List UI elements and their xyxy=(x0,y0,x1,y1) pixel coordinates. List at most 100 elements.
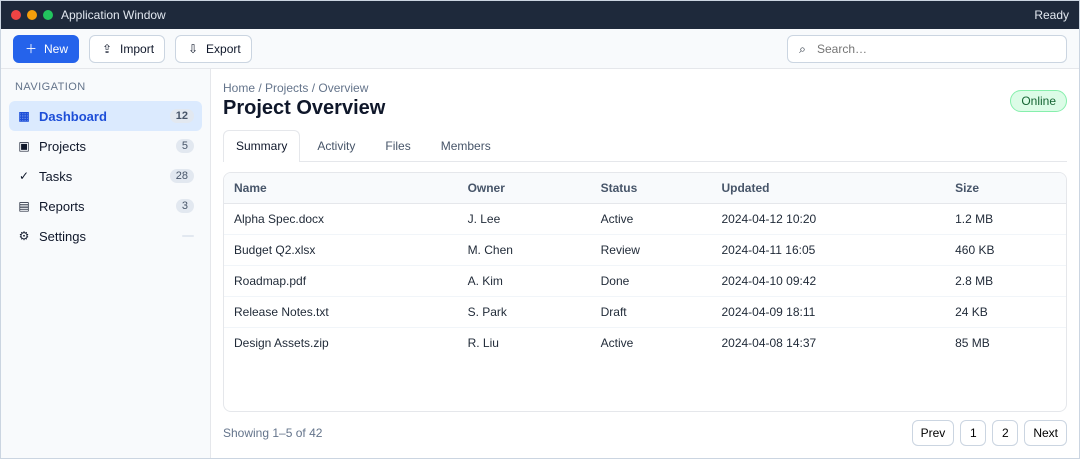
sidebar-item-count: 5 xyxy=(175,139,194,153)
minimize-window-button[interactable] xyxy=(27,10,37,20)
table-cell: Active xyxy=(600,336,634,350)
sidebar-item-label: Tasks xyxy=(39,168,73,184)
sidebar-item-count: 28 xyxy=(169,169,194,183)
tab-summary[interactable]: Summary xyxy=(223,130,301,162)
data-table: Name Owner Status Updated Size Alpha Spe… xyxy=(224,173,1066,358)
table-cell: J. Lee xyxy=(457,203,591,235)
table-row[interactable]: Design Assets.zip R. Liu Active 2024-04-… xyxy=(224,328,1066,359)
download-icon: ⇩ xyxy=(188,41,199,56)
table-header[interactable]: Status xyxy=(590,173,712,204)
table-cell: R. Liu xyxy=(467,336,499,350)
table-cell: Review xyxy=(590,234,712,266)
sidebar-item-count: 3 xyxy=(175,199,194,213)
table-header[interactable]: Updated xyxy=(711,173,946,204)
table-body: Alpha Spec.docx J. Lee Active 2024-04-12… xyxy=(224,203,1066,359)
table-cell: A. Kim xyxy=(457,265,591,297)
sidebar-item-count xyxy=(182,235,194,237)
tab-members[interactable]: Members xyxy=(440,139,491,153)
table-header-row: Name Owner Status Updated Size xyxy=(224,173,1066,204)
import-button[interactable]: ⇪ Import xyxy=(89,34,166,63)
gear-icon: ⚙ xyxy=(18,229,30,243)
table-container: Name Owner Status Updated Size Alpha Spe… xyxy=(223,172,1067,412)
table-row[interactable]: Release Notes.txt S. Park Draft 2024-04-… xyxy=(224,296,1066,328)
table-head: Name Owner Status Updated Size xyxy=(224,173,1066,204)
next-page-button[interactable]: Next xyxy=(1024,420,1067,446)
pagination-info: Showing 1–5 of 42 xyxy=(223,426,323,440)
sidebar-item-tasks[interactable]: ✓ Tasks 28 xyxy=(9,161,202,191)
app-body: Navigation ▦ Dashboard 12 ▣ Projects 5 ✓… xyxy=(1,69,1079,458)
check-icon: ✓ xyxy=(18,169,30,183)
close-window-button[interactable] xyxy=(11,10,21,20)
table-cell: Done xyxy=(590,265,712,297)
table-cell: Alpha Spec.docx xyxy=(224,203,458,235)
import-button-label: Import xyxy=(120,41,155,56)
page-title: Project Overview xyxy=(223,97,386,119)
sidebar-title: Navigation xyxy=(15,81,86,93)
table-header[interactable]: Name xyxy=(224,173,458,204)
window-status: Ready xyxy=(1034,8,1069,22)
page-2-button[interactable]: 2 xyxy=(992,420,1019,446)
table-row[interactable]: Budget Q2.xlsx M. Chen Review 2024-04-11… xyxy=(224,234,1066,266)
search-input[interactable] xyxy=(814,40,1058,57)
table-cell: 24 KB xyxy=(945,296,1066,328)
sidebar-item-reports[interactable]: ▤ Reports 3 xyxy=(9,191,202,221)
upload-icon: ⇪ xyxy=(101,41,113,56)
table-cell: Active xyxy=(590,203,712,235)
window-title: Application Window xyxy=(61,8,166,22)
table-cell: 2024-04-11 16:05 xyxy=(711,234,946,266)
table-cell: 2024-04-12 10:20 xyxy=(711,203,946,235)
sidebar-item-label: Dashboard xyxy=(39,108,107,124)
export-button[interactable]: ⇩ Export xyxy=(175,34,252,63)
plus-icon: ＋ xyxy=(24,41,37,56)
table-cell: 2024-04-10 09:42 xyxy=(711,265,946,297)
sidebar-item-projects[interactable]: ▣ Projects 5 xyxy=(9,131,202,161)
window-controls xyxy=(11,10,53,20)
table-cell: 460 KB xyxy=(945,234,1066,266)
export-button-label: Export xyxy=(206,41,241,56)
header-row: Home / Projects / Overview Project Overv… xyxy=(223,81,1067,120)
title-left: Application Window xyxy=(11,8,166,22)
page-1-button[interactable]: 1 xyxy=(960,420,987,446)
table-cell: 85 MB xyxy=(955,336,990,350)
sidebar: Navigation ▦ Dashboard 12 ▣ Projects 5 ✓… xyxy=(1,69,211,458)
pagination: Prev 1 2 Next xyxy=(911,420,1067,446)
content-area: Name Owner Status Updated Size Alpha Spe… xyxy=(223,172,1067,446)
table-cell: Roadmap.pdf xyxy=(224,265,458,297)
toolbar: ＋ New ⇪ Import ⇩ Export ⌕ xyxy=(1,29,1079,69)
table-row[interactable]: Alpha Spec.docx J. Lee Active 2024-04-12… xyxy=(224,203,1066,235)
table-cell: 2.8 MB xyxy=(945,265,1066,297)
grid-icon: ▦ xyxy=(18,109,30,123)
sidebar-item-label: Projects xyxy=(39,138,86,154)
tab-activity[interactable]: Activity xyxy=(317,139,356,153)
table-row[interactable]: Roadmap.pdf A. Kim Done 2024-04-10 09:42… xyxy=(224,265,1066,297)
prev-page-button[interactable]: Prev xyxy=(911,420,955,446)
table-footer: Showing 1–5 of 42 Prev 1 2 Next xyxy=(223,420,1067,446)
folder-icon: ▣ xyxy=(18,139,30,153)
sidebar-item-dashboard[interactable]: ▦ Dashboard 12 xyxy=(9,101,202,131)
table-cell: 2024-04-08 14:37 xyxy=(721,336,817,350)
chart-icon: ▤ xyxy=(18,199,30,213)
title-right: Ready xyxy=(1034,8,1069,22)
search-icon: ⌕ xyxy=(799,41,806,56)
tab-files[interactable]: Files xyxy=(385,139,411,153)
table-cell: Budget Q2.xlsx xyxy=(224,234,458,266)
table-cell: Release Notes.txt xyxy=(224,296,458,328)
table-cell: 2024-04-09 18:11 xyxy=(711,296,946,328)
maximize-window-button[interactable] xyxy=(43,10,53,20)
sidebar-item-settings[interactable]: ⚙ Settings xyxy=(9,221,202,251)
sidebar-item-count: 12 xyxy=(169,109,194,123)
search-box[interactable]: ⌕ xyxy=(787,34,1067,63)
table-cell: Design Assets.zip xyxy=(234,336,329,350)
table-cell: 1.2 MB xyxy=(945,203,1066,235)
table-header[interactable]: Size xyxy=(945,173,1066,204)
new-button[interactable]: ＋ New xyxy=(13,34,80,63)
breadcrumb[interactable]: Home / Projects / Overview xyxy=(223,81,369,95)
sidebar-item-label: Settings xyxy=(39,228,86,244)
main-content: Home / Projects / Overview Project Overv… xyxy=(211,69,1079,458)
title-bar: Application Window Ready xyxy=(1,1,1079,29)
header-text: Home / Projects / Overview Project Overv… xyxy=(223,81,385,120)
table-cell: M. Chen xyxy=(457,234,591,266)
table-cell: Draft xyxy=(590,296,712,328)
table-header[interactable]: Owner xyxy=(457,173,591,204)
